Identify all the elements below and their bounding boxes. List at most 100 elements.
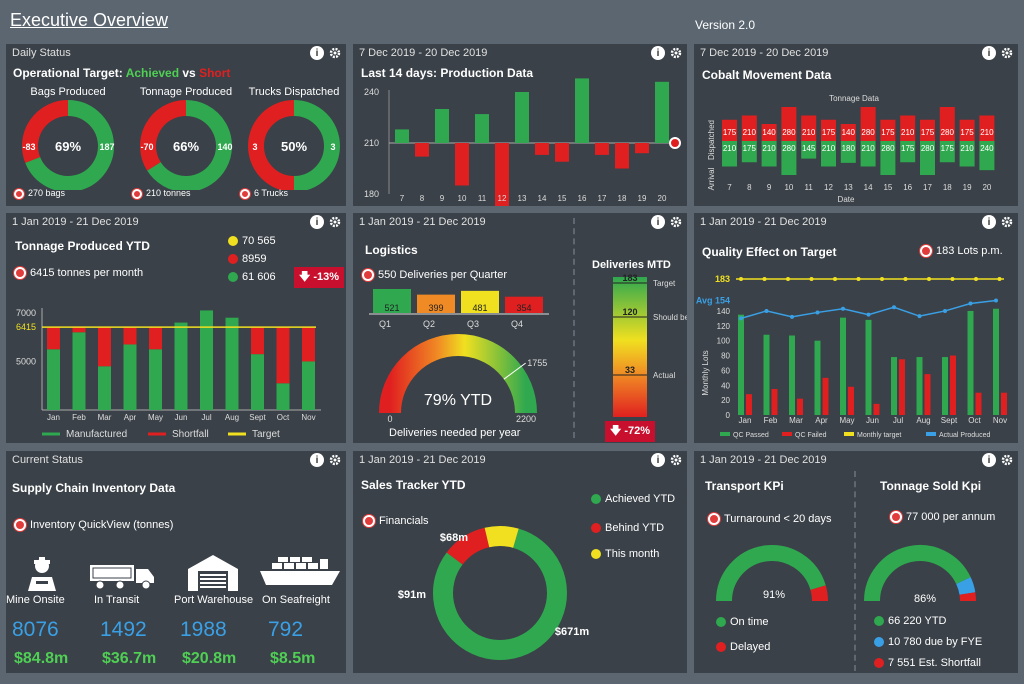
dispatched-bar: [840, 124, 856, 141]
gear-icon[interactable]: [1000, 453, 1014, 467]
x-tick: 8: [420, 194, 425, 203]
manufactured-bar: [251, 354, 264, 410]
panel-title: Cobalt Movement Data: [702, 68, 832, 82]
arrival-bar: [801, 141, 817, 159]
transport-subtitle: Turnaround < 20 days: [708, 513, 832, 526]
gauge-marker: [503, 362, 526, 380]
target-icon: [669, 137, 681, 149]
bar: [635, 143, 649, 154]
inventory-money: $36.7m: [102, 650, 157, 667]
legend-behind: Behind YTD: [591, 522, 664, 534]
arrival-bar: [722, 141, 737, 167]
gear-icon[interactable]: [328, 215, 342, 229]
x-tick: 13: [844, 183, 853, 192]
transport-title: Transport KPi: [705, 479, 784, 493]
y-tick: 20: [721, 396, 730, 405]
arrival-bar: [959, 141, 975, 167]
legend-label: Monthly target: [857, 432, 901, 439]
manufactured-bar: [72, 332, 86, 410]
bar: [655, 81, 669, 143]
inventory-value: 792: [268, 618, 304, 641]
manufactured-bar: [149, 349, 162, 410]
x-tick: Feb: [764, 416, 778, 425]
x-tick: Nov: [993, 416, 1007, 425]
subtitle: Financials: [363, 515, 429, 528]
gear-icon[interactable]: [328, 46, 342, 60]
x-tick: 19: [963, 183, 972, 192]
y-tick: 140: [717, 307, 731, 316]
quarter-bar: [417, 294, 455, 313]
info-icon[interactable]: i: [310, 46, 324, 60]
donut-short-value: -70: [140, 142, 153, 152]
inventory-money: $20.8m: [182, 650, 237, 667]
actual-point: [764, 308, 769, 313]
x-tick: 13: [518, 194, 527, 203]
page-title: Executive Overview: [10, 10, 169, 30]
manufactured-bar: [174, 322, 188, 410]
arrival-bar: [761, 141, 777, 167]
manufactured-bar: [47, 349, 60, 410]
x-tick: Mar: [789, 416, 803, 425]
target-point: [786, 277, 790, 281]
inventory-money: $84.8m: [14, 650, 69, 667]
dispatched-label: 210: [901, 128, 915, 137]
target-icon: [363, 515, 375, 528]
manufactured-bar: [200, 310, 213, 410]
failed-bar: [924, 374, 931, 415]
x-tick: Apr: [124, 413, 137, 422]
arrival-bar: [840, 141, 856, 163]
donut-gauge: Tonnage Produced 66% -70 140 210 tonnes: [132, 86, 240, 204]
arrival-label: 175: [743, 144, 757, 153]
manufactured-bar: [302, 361, 315, 410]
panel-title: Last 14 days: Production Data: [361, 66, 534, 80]
quarter-value: 521: [384, 303, 399, 313]
x-tick: 11: [805, 183, 814, 192]
info-icon[interactable]: i: [651, 46, 665, 60]
gear-icon[interactable]: [1000, 46, 1014, 60]
info-icon[interactable]: i: [310, 215, 324, 229]
kpi-panel: 1 Jan 2019 - 21 Dec 2019 i Transport KPi…: [694, 451, 1018, 673]
panel-period: Daily Status: [12, 47, 71, 59]
gear-icon[interactable]: [669, 46, 683, 60]
panel-period: 1 Jan 2019 - 21 Dec 2019: [359, 216, 486, 228]
target-icon: [362, 269, 374, 282]
gear-icon[interactable]: [328, 453, 342, 467]
bar: [555, 143, 569, 162]
x-tick: 15: [883, 183, 892, 192]
info-icon[interactable]: i: [982, 453, 996, 467]
donut-footer: 6 Trucks: [240, 188, 288, 199]
sales-panel: 1 Jan 2019 - 21 Dec 2019 i Sales Tracker…: [353, 451, 687, 673]
donut-footer: 270 bags: [14, 188, 65, 199]
info-icon[interactable]: i: [982, 46, 996, 60]
info-icon[interactable]: i: [982, 215, 996, 229]
arrival-label: 210: [960, 144, 974, 153]
inventory-value: 1492: [100, 618, 147, 641]
passed-bar: [814, 340, 821, 415]
quarter-value: 354: [516, 303, 531, 313]
passed-bar: [865, 319, 872, 415]
mtd-label: Should be: [653, 313, 687, 322]
gauge-segment: [864, 545, 971, 602]
gear-icon[interactable]: [669, 215, 683, 229]
arrival-label: 210: [723, 144, 737, 153]
gear-icon[interactable]: [1000, 215, 1014, 229]
passed-bar: [891, 357, 897, 415]
arrival-bar: [939, 141, 955, 163]
dispatched-label: 140: [842, 128, 856, 137]
gear-icon[interactable]: [669, 453, 683, 467]
donut-pct: 50%: [281, 139, 307, 154]
info-icon[interactable]: i: [651, 215, 665, 229]
x-tick: 16: [578, 194, 587, 203]
info-icon[interactable]: i: [651, 453, 665, 467]
sales-slice: [446, 527, 490, 565]
dispatched-bar: [801, 115, 817, 141]
gauge-segment: [716, 545, 826, 602]
gauge-value: 91%: [763, 589, 785, 601]
passed-bar: [789, 335, 795, 415]
panel-title: Sales Tracker YTD: [361, 478, 466, 492]
current-status-panel: Current Status i Supply Chain Inventory …: [6, 451, 346, 673]
legend-total: 70 565: [228, 235, 276, 247]
avg-label: Avg 154: [696, 296, 730, 306]
info-icon[interactable]: i: [310, 453, 324, 467]
dispatched-bar: [979, 115, 995, 141]
